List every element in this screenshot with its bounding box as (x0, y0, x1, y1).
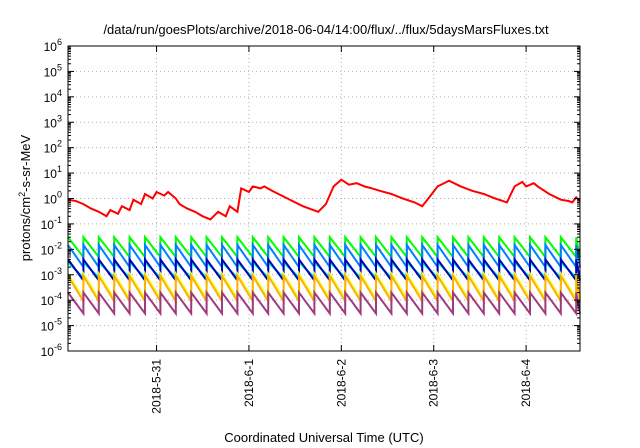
y-tick-label: 105 (44, 62, 62, 79)
y-tick-label: 100 (44, 190, 62, 207)
y-axis-label: protons/cm2-s-sr-MeV (17, 134, 33, 261)
y-tick-label: 10-4 (41, 291, 62, 308)
chart-title: /data/run/goesPlots/archive/2018-06-04/1… (103, 22, 549, 37)
y-tick-label: 10-3 (41, 266, 62, 283)
y-tick-label: 102 (44, 139, 62, 156)
x-tick-label: 2018-6-1 (242, 359, 256, 407)
x-tick-label: 2018-6-4 (519, 359, 533, 407)
series-line-7 (67, 289, 581, 317)
y-axis-ticks: 106 105 104 103 102 101 100 10-1 10-2 10-3 10-4 10-… (41, 37, 580, 359)
y-tick-label: 10-2 (41, 240, 62, 257)
x-tick-label: 2018-5-31 (150, 359, 164, 414)
x-axis-ticks: 2018-5-31 2018-6-1 2018-6-2 2018-6-3 2018-6-… (150, 46, 533, 414)
y-tick-label: 10-5 (41, 317, 62, 334)
y-axis-label-sup: 2 (17, 192, 27, 197)
y-tick-label: 106 (44, 37, 62, 54)
x-tick-label: 2018-6-2 (334, 359, 348, 407)
x-axis-label: Coordinated Universal Time (UTC) (224, 430, 423, 445)
series-line-0 (67, 178, 581, 221)
y-axis-label-base: protons/cm (18, 197, 33, 261)
x-tick-label: 2018-6-3 (427, 359, 441, 407)
y-tick-label: 101 (44, 164, 62, 181)
series-layer (67, 178, 581, 317)
y-axis-label-rest: -s-sr-MeV (18, 134, 33, 191)
y-tick-label: 104 (44, 88, 62, 105)
y-tick-label: 10-1 (41, 215, 62, 232)
y-tick-label: 10-6 (41, 342, 62, 359)
y-tick-label: 103 (44, 113, 62, 130)
